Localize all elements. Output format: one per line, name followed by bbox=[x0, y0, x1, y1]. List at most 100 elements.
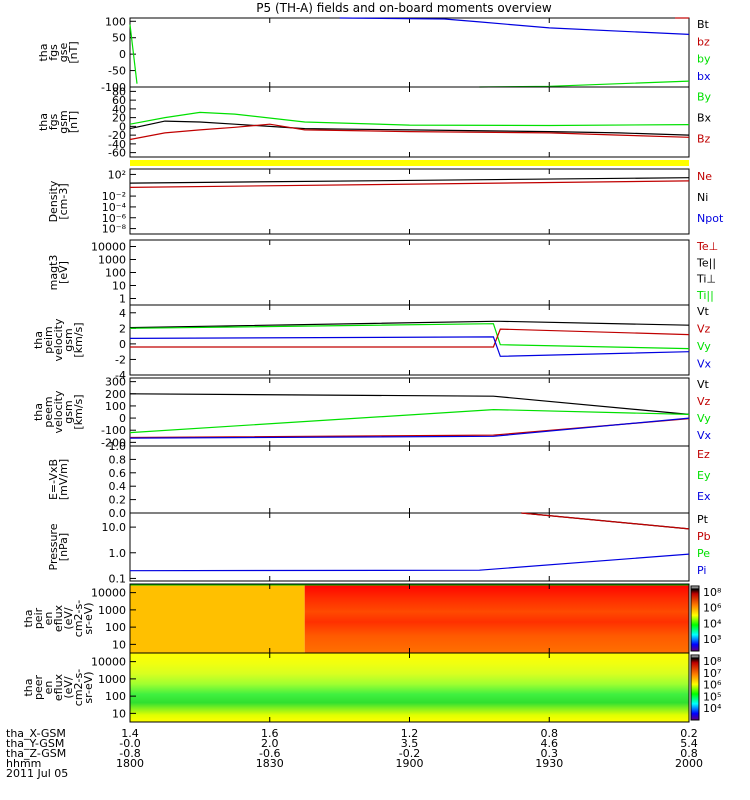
ephemeris-row-label: tha_Y-GSM bbox=[6, 737, 64, 750]
ephemeris-value: -0.0 bbox=[119, 737, 140, 750]
y-tick-label: 100 bbox=[105, 267, 126, 280]
series-line-Vy bbox=[129, 323, 690, 350]
panel-peir_eflux: 10⁸ 10⁶ 10⁴ 10³ 10000 1000 100 10 thapeireneflux… bbox=[22, 583, 722, 654]
y-axis-label: peem bbox=[42, 396, 55, 427]
y-axis-label: fgs bbox=[47, 44, 60, 61]
y-axis-label: [nPa] bbox=[57, 533, 70, 561]
y-tick-label: 1.0 bbox=[109, 440, 127, 453]
y-axis-label: peir bbox=[32, 607, 45, 629]
ephemeris-value: 4.6 bbox=[541, 737, 559, 750]
status-bar bbox=[130, 160, 689, 166]
legend-entry: Pt bbox=[697, 513, 709, 526]
y-tick-label: 1000 bbox=[98, 254, 126, 267]
ephemeris-value: 5.4 bbox=[680, 737, 698, 750]
series-line-Bz bbox=[129, 123, 690, 141]
ephemeris-row-label: tha_X-GSM bbox=[6, 727, 66, 740]
legend-entry: By bbox=[697, 91, 712, 104]
y-tick-label: 0.6 bbox=[109, 467, 127, 480]
y-axis-label: [km/s] bbox=[72, 394, 85, 429]
y-tick-label: -50 bbox=[108, 65, 126, 78]
ephemeris-value: 0.2 bbox=[680, 727, 698, 740]
y-tick-label: -100 bbox=[101, 81, 126, 94]
y-tick-label: 10² bbox=[108, 168, 126, 181]
y-axis-label: sr-eV) bbox=[82, 602, 95, 634]
legend-entry: Vz bbox=[697, 323, 711, 336]
y-tick-label: 0 bbox=[119, 48, 126, 61]
series-line-Bx bbox=[129, 120, 690, 136]
legend-entry: bz bbox=[697, 35, 710, 48]
y-axis-label: gsm bbox=[62, 400, 75, 423]
y-axis-label: cm2-s- bbox=[72, 669, 85, 706]
series-line-By bbox=[129, 111, 690, 127]
legend-entry: Ex bbox=[697, 490, 711, 503]
series-line-Pi bbox=[129, 553, 690, 572]
y-axis-label: velocity bbox=[52, 390, 65, 433]
y-axis-label: en bbox=[42, 681, 55, 695]
y-tick-label: 0.2 bbox=[109, 494, 127, 507]
ephemeris-value: 1900 bbox=[396, 757, 424, 770]
legend-entry: Vt bbox=[697, 378, 710, 391]
legend-entry: Vx bbox=[697, 429, 712, 442]
y-tick-label: 100 bbox=[105, 621, 126, 634]
colorbar-tick-label: 10⁵ bbox=[703, 690, 721, 703]
legend-entry: by bbox=[697, 53, 711, 66]
y-tick-label: -2 bbox=[115, 353, 126, 366]
y-axis-label: E=-VxB bbox=[47, 459, 60, 500]
panel-frame bbox=[129, 17, 690, 88]
series-line-Vx bbox=[129, 417, 690, 439]
colorbar-tick-label: 10⁴ bbox=[703, 702, 722, 715]
y-axis-label: tha bbox=[22, 678, 35, 696]
y-tick-label: -60 bbox=[108, 147, 126, 160]
colorbar-tick-label: 10⁸ bbox=[703, 586, 722, 599]
ephemeris-value: 3.5 bbox=[401, 737, 419, 750]
series-line-Pb bbox=[521, 512, 690, 530]
y-tick-label: 10 bbox=[112, 280, 126, 293]
legend-entry: Vy bbox=[697, 412, 711, 425]
y-tick-label: 100 bbox=[105, 690, 126, 703]
legend-entry: Bt bbox=[697, 18, 710, 31]
series-line-Vt bbox=[129, 320, 690, 329]
y-tick-label: 10 bbox=[112, 707, 126, 720]
y-tick-label: -200 bbox=[101, 436, 126, 449]
legend-entry: Te|| bbox=[696, 256, 716, 269]
y-tick-label: 50 bbox=[112, 32, 126, 45]
colorbar-tick-label: 10⁸ bbox=[703, 655, 722, 668]
y-axis-label: [km/s] bbox=[72, 322, 85, 357]
panel-frame bbox=[129, 86, 690, 158]
panel-pressure: 10.0 1.0 0.1 Pressure[nPa] Pt Pb Pe Pi bbox=[47, 512, 711, 585]
ephemeris-value: -0.6 bbox=[259, 747, 280, 760]
y-axis-label: eflux bbox=[52, 673, 65, 701]
date-label: 2011 Jul 05 bbox=[6, 767, 68, 780]
y-tick-label: 2 bbox=[119, 322, 126, 335]
y-axis-label: en bbox=[42, 612, 55, 626]
ephemeris-value: 0.3 bbox=[541, 747, 559, 760]
ephemeris-value: 0.8 bbox=[680, 747, 698, 760]
ephemeris-value: 1.4 bbox=[121, 727, 139, 740]
y-axis-label: tha bbox=[32, 331, 45, 349]
colorbar bbox=[690, 654, 700, 721]
ephemeris-value: -0.8 bbox=[119, 747, 140, 760]
y-tick-label: 100 bbox=[105, 15, 126, 28]
series-line-by bbox=[129, 24, 138, 84]
y-tick-label: 1 bbox=[119, 293, 126, 306]
y-axis-label: peer bbox=[32, 675, 45, 701]
y-tick-label: 1.0 bbox=[109, 547, 127, 560]
colorbar-tick-label: 10⁶ bbox=[703, 679, 722, 692]
y-tick-label: 1000 bbox=[98, 604, 126, 617]
y-axis-label: [eV] bbox=[57, 261, 70, 284]
y-tick-label: 40 bbox=[112, 103, 126, 116]
series-line-Ni bbox=[129, 177, 690, 184]
y-tick-label: 0 bbox=[119, 412, 126, 425]
y-axis-label: eflux bbox=[52, 604, 65, 632]
y-tick-label: 10⁻⁶ bbox=[102, 212, 127, 225]
colorbar-tick-label: 10⁴ bbox=[703, 617, 722, 630]
y-axis-label: tha bbox=[37, 43, 50, 61]
y-axis-label: magt3 bbox=[47, 255, 60, 291]
y-axis-label: [nT] bbox=[67, 111, 80, 133]
y-tick-label: 4 bbox=[119, 307, 126, 320]
panel-frame bbox=[129, 304, 690, 376]
